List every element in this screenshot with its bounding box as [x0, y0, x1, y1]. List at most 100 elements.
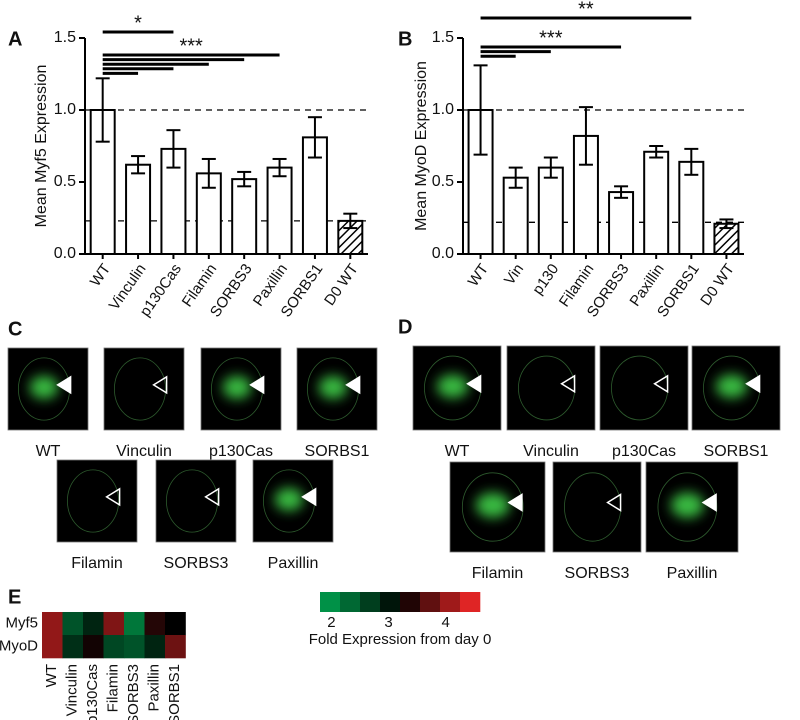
y-tick-label: 1.5: [54, 29, 76, 46]
image-label: p130Cas: [209, 443, 273, 460]
significance-label: ***: [179, 35, 203, 57]
image-label: Vinculin: [523, 443, 579, 460]
heatmap-cell: [83, 635, 104, 659]
colorbar-step: [340, 592, 361, 612]
heatmap-cell: [165, 612, 186, 636]
arrowhead: [105, 487, 121, 507]
arrowhead: [507, 493, 523, 512]
image-label: Filamin: [472, 565, 524, 582]
image-label: SORBS1: [704, 443, 769, 460]
bar: [643, 150, 670, 255]
x-tick-label: WT: [87, 261, 114, 290]
arrowhead: [345, 375, 361, 395]
heatmap-cell: [42, 612, 63, 636]
column-label: SORBS1: [166, 664, 183, 720]
panel-letter: B: [398, 28, 412, 50]
micrograph: [56, 459, 138, 543]
image-label: Filamin: [71, 555, 123, 572]
y-tick-label: 1.0: [432, 101, 454, 118]
cell-outline: [67, 469, 120, 533]
x-tick-label: WT: [465, 261, 492, 290]
column-label: Vinculin: [64, 664, 81, 716]
heatmap-cell: [124, 635, 145, 659]
image-label: SORBS3: [565, 565, 630, 582]
arrowhead: [560, 374, 576, 394]
colorbar-tick-label: 3: [384, 614, 392, 631]
heatmap-cell: [62, 612, 84, 636]
bar: [160, 147, 187, 256]
arrowhead: [301, 487, 317, 507]
colorbar-step: [420, 592, 441, 612]
colorbar-tick-label: 4: [442, 614, 450, 631]
heatmap-cell: [103, 635, 125, 659]
heatmap-cell: [62, 635, 84, 659]
fluorescence: [715, 374, 748, 399]
colorbar-tick-label: 2: [327, 614, 335, 631]
arrowhead: [56, 375, 72, 395]
cell-outline: [461, 472, 524, 542]
fluorescence: [475, 492, 510, 518]
column-label: WT: [43, 664, 60, 687]
cell-outline: [657, 472, 718, 542]
arrowhead: [152, 375, 168, 395]
image-label: WT: [36, 443, 61, 460]
bar: [537, 166, 564, 256]
panel-letter: D: [398, 316, 412, 338]
image-label: SORBS3: [164, 555, 229, 572]
cell-outline: [165, 469, 218, 533]
colorbar-step: [360, 592, 381, 612]
arrowhead: [204, 487, 220, 507]
micrograph: [103, 347, 185, 431]
heatmap-cell: [124, 612, 145, 636]
heatmap-cell: [42, 635, 63, 659]
heatmap-cell: [103, 612, 125, 636]
bar: [608, 191, 635, 255]
y-tick-label: 0.5: [54, 173, 76, 190]
x-tick-label: Vin: [501, 261, 527, 288]
significance-label: ***: [539, 27, 563, 49]
column-label: Filamin: [105, 664, 122, 712]
image-label: Vinculin: [116, 443, 172, 460]
y-tick-label: 1.5: [432, 29, 454, 46]
bar: [678, 160, 705, 255]
arrowhead: [653, 374, 669, 394]
panel-letter: A: [8, 28, 22, 50]
y-tick-label: 0.0: [432, 245, 454, 262]
arrowhead: [745, 374, 761, 394]
fluorescence: [274, 487, 304, 511]
y-axis-label: Mean MyoD Expression: [413, 61, 430, 231]
row-label: Myf5: [5, 614, 38, 631]
heatmap-cell: [144, 635, 166, 659]
micrograph: [599, 345, 689, 431]
colorbar-step: [440, 592, 461, 612]
image-label: SORBS1: [305, 443, 370, 460]
image-label: Paxillin: [268, 555, 319, 572]
significance-label: *: [134, 12, 142, 34]
colorbar-step: [380, 592, 401, 612]
fluorescence: [222, 375, 252, 399]
column-label: SORBS3: [125, 664, 142, 720]
panel-letter: E: [8, 586, 21, 608]
image-label: Paxillin: [667, 565, 718, 582]
micrograph: [155, 459, 237, 543]
column-label: p130Cas: [84, 664, 101, 720]
fluorescence: [670, 492, 704, 518]
column-label: Paxillin: [146, 664, 163, 712]
x-tick-label: p130: [529, 261, 562, 298]
y-tick-label: 0.0: [54, 245, 76, 262]
image-label: p130Cas: [612, 443, 676, 460]
heatmap-cell: [144, 612, 166, 636]
colorbar-step: [400, 592, 421, 612]
cell-outline: [114, 357, 167, 421]
y-tick-label: 1.0: [54, 101, 76, 118]
arrowhead: [249, 375, 265, 395]
x-tick-label: D0 WT: [697, 261, 738, 309]
heatmap-cell: [165, 635, 186, 659]
fluorescence: [29, 375, 59, 399]
x-tick-label: D0 WT: [321, 261, 362, 309]
y-axis-label: Mean Myf5 Expression: [33, 65, 50, 228]
y-tick-label: 0.5: [432, 173, 454, 190]
colorbar-step: [320, 592, 341, 612]
colorbar-label: Fold Expression from day 0: [309, 631, 492, 648]
